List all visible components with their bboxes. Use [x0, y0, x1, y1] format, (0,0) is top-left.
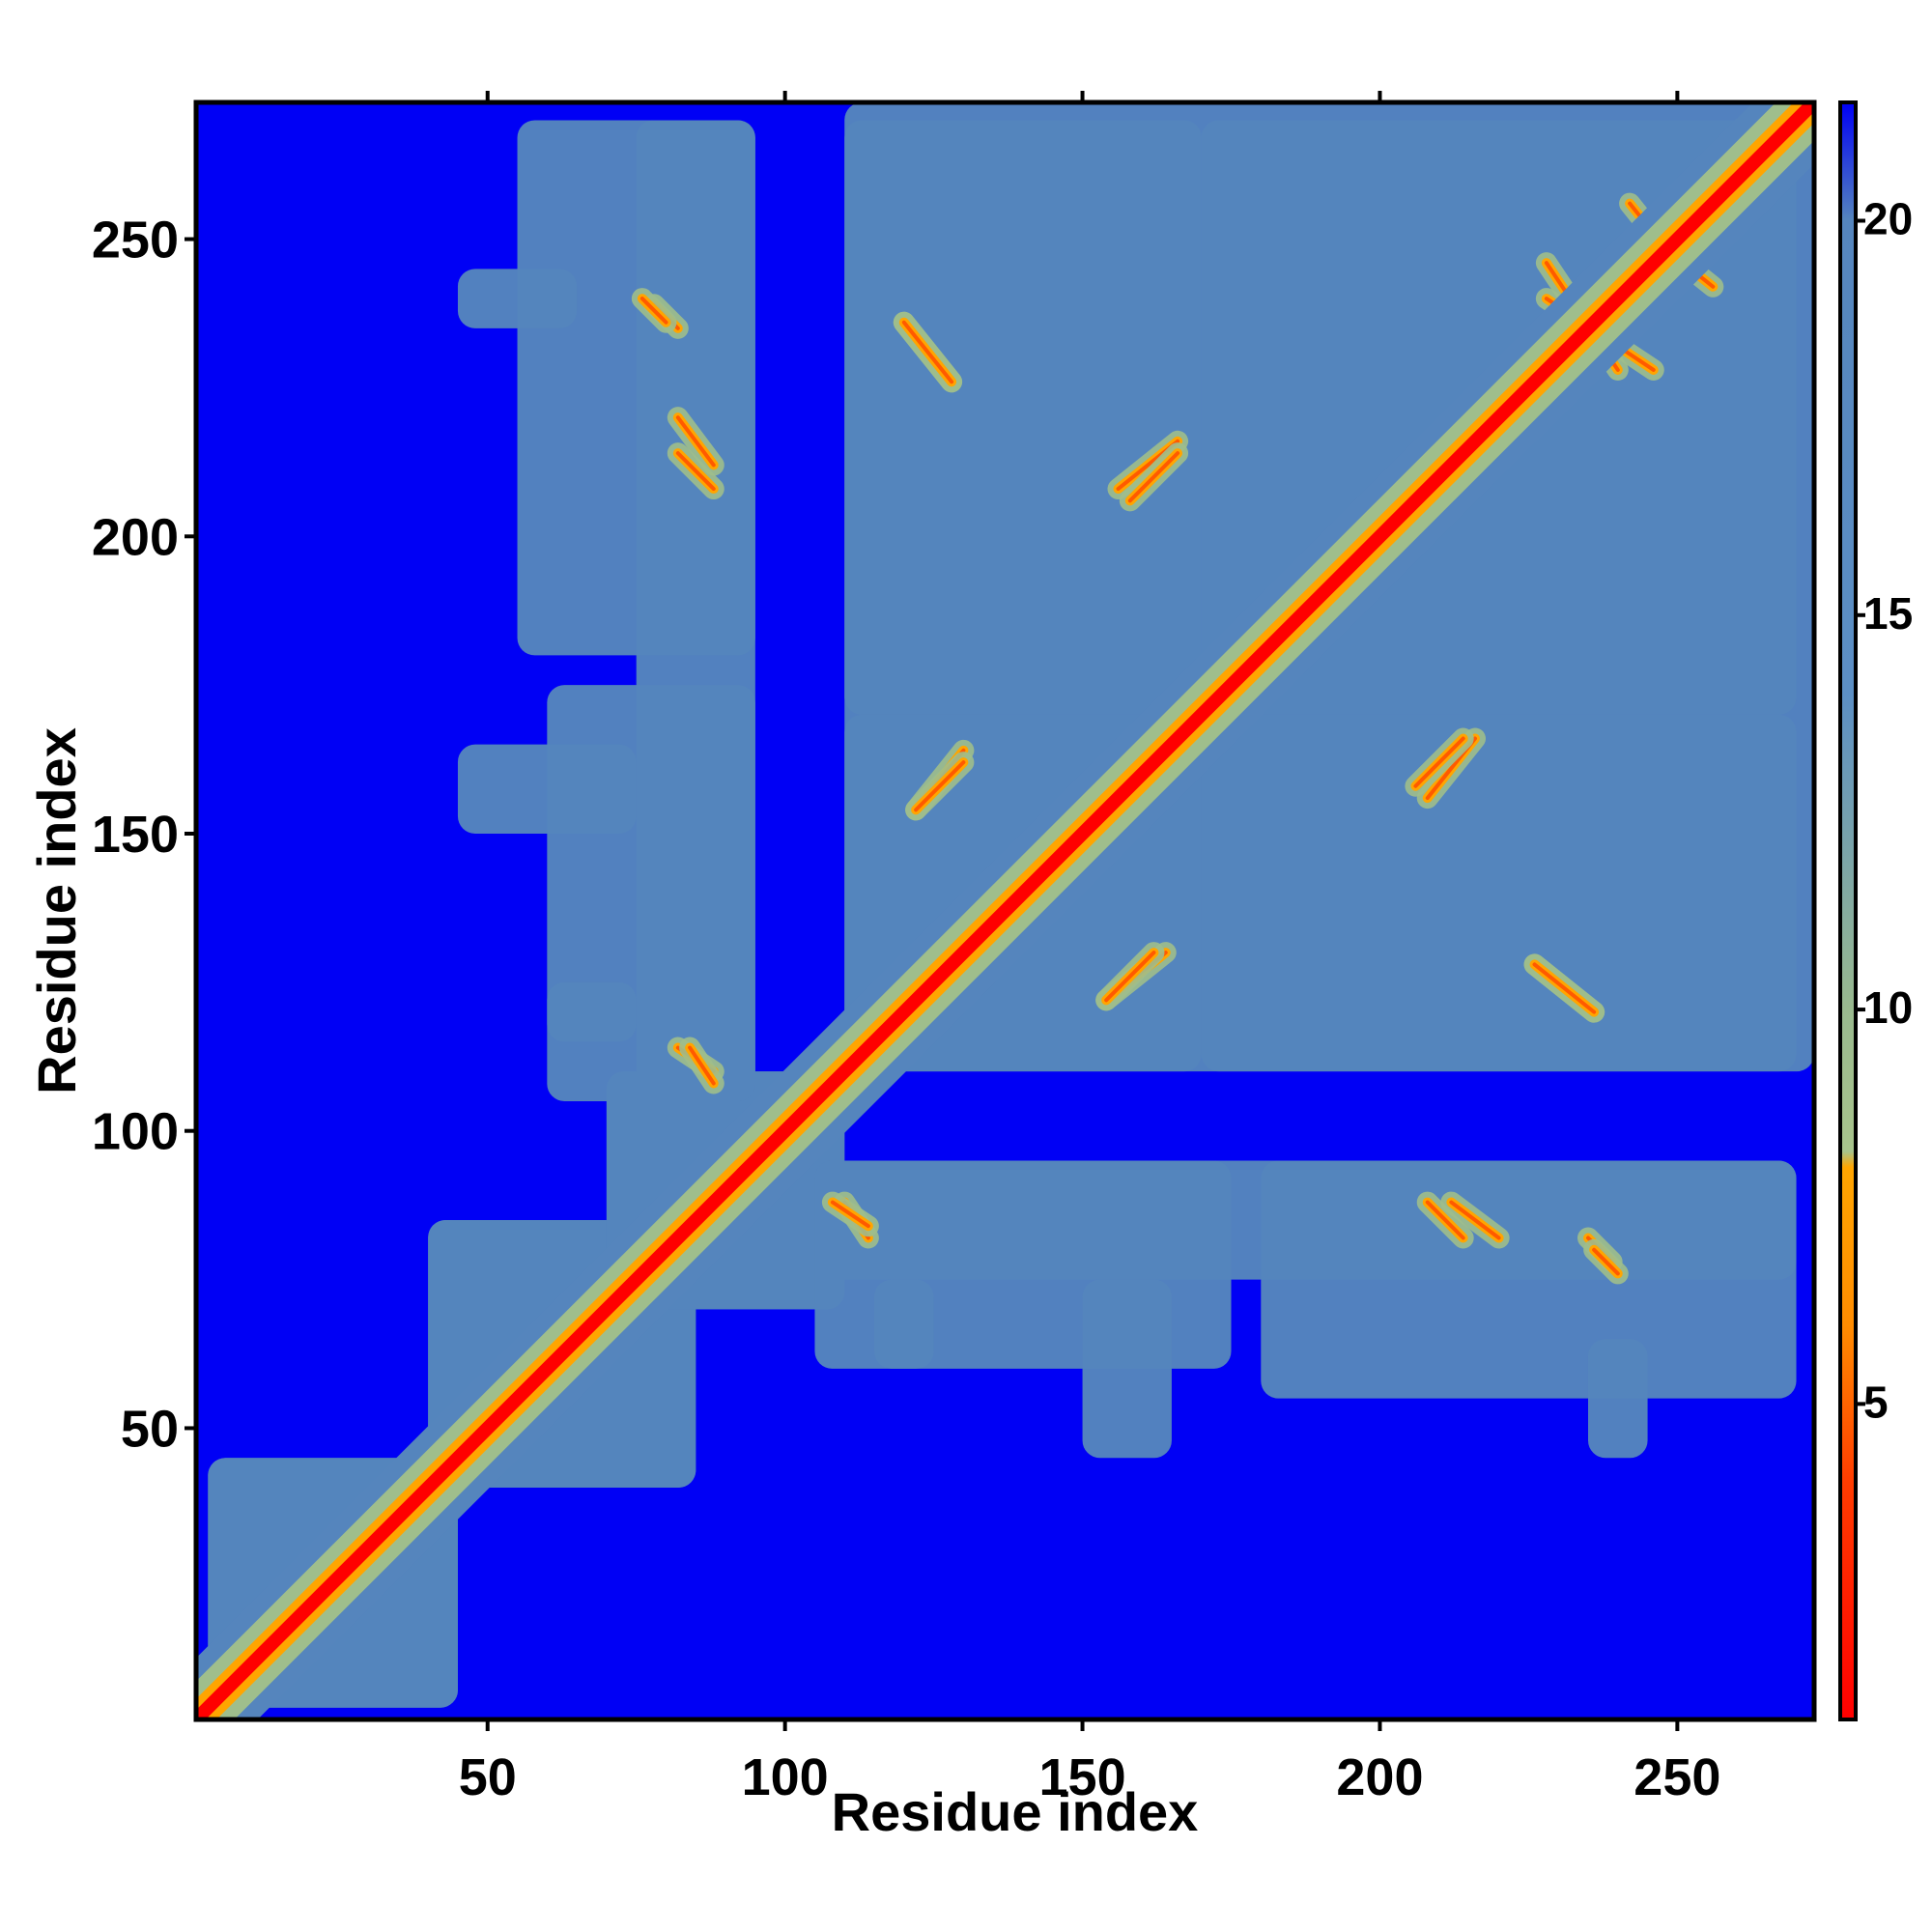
contact-region-9	[457, 269, 578, 328]
contact-region-5-mirror	[844, 102, 1797, 715]
contact-core-3-mirror	[830, 1200, 870, 1229]
y-tick-label-200: 200	[92, 508, 179, 566]
contact-core-7	[1104, 951, 1156, 1003]
colorbar-tick-label-5: 5	[1863, 1377, 1889, 1427]
contact-core-3	[688, 1045, 716, 1086]
y-axis-title: Residue index	[26, 727, 87, 1094]
x-tick-label-100: 100	[742, 1748, 829, 1806]
colorbar-tick-label-20: 20	[1863, 193, 1913, 243]
contact-core-11-mirror	[675, 415, 716, 468]
contact-region-8-mirror	[874, 1279, 934, 1369]
contact-region-9-mirror	[1587, 1339, 1648, 1459]
heatmap-plot-area	[196, 102, 1814, 1719]
y-tick-label-50: 50	[121, 1400, 179, 1458]
diagonal-band	[196, 102, 1814, 1719]
contact-core-10	[1413, 736, 1465, 788]
contact-core-11	[1449, 1200, 1501, 1240]
x-tick-label-50: 50	[459, 1748, 517, 1806]
y-axis: 50 100 150 200 250	[92, 212, 196, 1458]
colorbar: 5 10 15 20	[1838, 100, 1913, 1721]
y-tick-label-250: 250	[92, 212, 179, 270]
contact-core-9	[1532, 962, 1597, 1014]
y-tick-label-150: 150	[92, 806, 179, 864]
contact-core-12-mirror	[639, 297, 668, 325]
x-tick-label-200: 200	[1336, 1748, 1423, 1806]
x-tick-label-250: 250	[1634, 1748, 1720, 1806]
contact-core-7-mirror	[914, 760, 966, 812]
colorbar-ticks: 5 10 15 20	[1856, 193, 1913, 1427]
contact-core-2	[675, 451, 716, 492]
x-axis-title: Residue index	[832, 1781, 1199, 1842]
contact-core-2-mirror	[1425, 1200, 1465, 1240]
diagonal-core	[196, 102, 1814, 1719]
contact-core-10-mirror	[1127, 451, 1180, 503]
contact-core-9-mirror	[901, 320, 954, 384]
x-tick-label-150: 150	[1039, 1748, 1126, 1806]
contact-region-7	[1261, 1160, 1797, 1399]
colorbar-gradient	[1838, 100, 1858, 1721]
top-axis-ticks	[485, 91, 1680, 102]
contact-core-12	[1592, 1247, 1620, 1276]
plot-frame	[193, 99, 1817, 1722]
contact-region-10-mirror	[1082, 1279, 1172, 1459]
colorbar-tick-label-15: 15	[1863, 588, 1913, 639]
x-axis: 50 100 150 200 250	[459, 1719, 1720, 1806]
contact-region-10	[457, 744, 637, 834]
contact-region-7-mirror	[517, 120, 755, 656]
y-tick-label-100: 100	[92, 1103, 179, 1161]
contact-region-8	[547, 981, 637, 1042]
colorbar-tick-label-10: 10	[1863, 982, 1913, 1033]
